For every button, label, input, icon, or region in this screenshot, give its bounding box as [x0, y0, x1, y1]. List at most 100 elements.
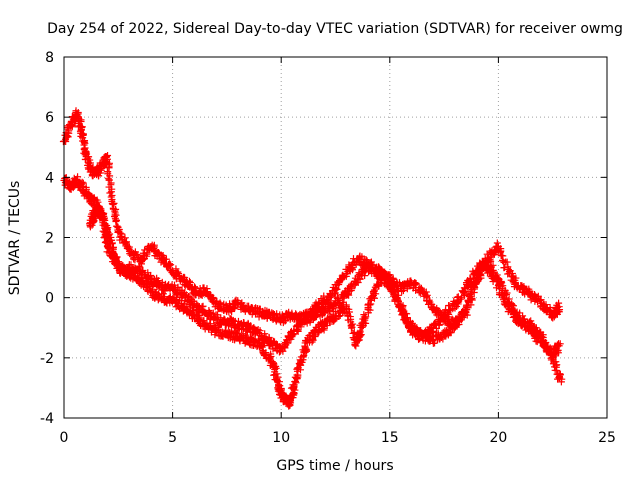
data-point: [105, 164, 113, 172]
data-point: [267, 352, 275, 360]
data-point: [107, 179, 115, 187]
data-point: [398, 305, 406, 313]
data-point: [355, 257, 363, 265]
data-point: [555, 342, 563, 350]
data-point: [462, 303, 470, 311]
data-point: [339, 274, 347, 282]
data-point: [375, 280, 383, 288]
data-point: [272, 364, 280, 372]
data-point: [463, 301, 471, 309]
data-point: [548, 354, 556, 362]
data-point: [102, 224, 110, 232]
data-point: [156, 251, 164, 259]
data-point: [270, 371, 278, 379]
data-point: [464, 296, 472, 304]
data-point: [401, 316, 409, 324]
x-tick-label: 15: [381, 430, 399, 446]
data-point: [431, 339, 439, 347]
data-point: [104, 228, 112, 236]
data-point: [85, 159, 93, 167]
x-tick-label: 0: [60, 430, 69, 446]
data-point: [108, 240, 116, 248]
data-point: [340, 294, 348, 302]
data-point: [352, 342, 360, 350]
data-point: [125, 243, 133, 251]
data-point: [503, 258, 511, 266]
data-point: [386, 274, 394, 282]
data-point: [487, 257, 495, 265]
data-point: [321, 309, 329, 317]
data-point: [370, 286, 378, 294]
data-point: [123, 238, 131, 246]
y-tick-label: 8: [45, 50, 54, 66]
data-point: [366, 301, 374, 309]
data-point: [501, 294, 509, 302]
data-point: [519, 312, 527, 320]
data-point: [361, 314, 369, 322]
data-point: [96, 205, 104, 213]
data-point: [362, 313, 370, 321]
data-point: [106, 230, 114, 238]
data-point: [415, 335, 423, 343]
data-point: [497, 282, 505, 290]
x-tick-label: 5: [168, 430, 177, 446]
data-point: [508, 301, 516, 309]
data-point: [112, 218, 120, 226]
data-point: [301, 347, 309, 355]
data-point: [326, 293, 334, 301]
data-point: [116, 229, 124, 237]
data-point: [109, 247, 117, 255]
data-point: [347, 324, 355, 332]
data-point: [385, 275, 393, 283]
data-point: [65, 129, 73, 137]
data-point: [348, 285, 356, 293]
x-tick-label: 25: [598, 430, 616, 446]
grid-layer: [64, 57, 607, 418]
data-point: [372, 290, 380, 298]
data-point: [455, 317, 463, 325]
x-tick-label: 10: [272, 430, 290, 446]
data-point: [501, 264, 509, 272]
data-point: [425, 330, 433, 338]
y-tick-label: -2: [40, 351, 54, 367]
data-point: [289, 331, 297, 339]
data-point: [358, 271, 366, 279]
data-point: [496, 248, 504, 256]
data-point: [480, 262, 488, 270]
data-point: [86, 223, 94, 231]
data-point: [145, 282, 153, 290]
data-point: [467, 290, 475, 298]
data-point: [542, 347, 550, 355]
data-point: [242, 331, 250, 339]
data-point: [555, 303, 563, 311]
data-point: [138, 275, 146, 283]
data-point: [214, 323, 222, 331]
data-point: [115, 225, 123, 233]
data-point: [498, 279, 506, 287]
data-point: [557, 378, 565, 386]
data-point: [445, 301, 453, 309]
data-point: [432, 320, 440, 328]
data-layer: [59, 107, 566, 410]
data-point: [457, 295, 465, 303]
data-point: [108, 200, 116, 208]
data-point: [428, 329, 436, 337]
data-point: [189, 308, 197, 316]
data-point: [412, 279, 420, 287]
data-point: [347, 315, 355, 323]
data-point: [305, 332, 313, 340]
data-series: [86, 204, 564, 410]
data-point: [476, 266, 484, 274]
data-point: [330, 290, 338, 298]
data-point: [367, 300, 375, 308]
y-axis-title: SDTVAR / TECUs: [7, 181, 23, 296]
data-point: [108, 185, 116, 193]
data-point: [256, 327, 264, 335]
data-point: [320, 292, 328, 300]
data-point: [290, 330, 298, 338]
data-point: [174, 268, 182, 276]
y-tick-label: -4: [40, 411, 54, 427]
